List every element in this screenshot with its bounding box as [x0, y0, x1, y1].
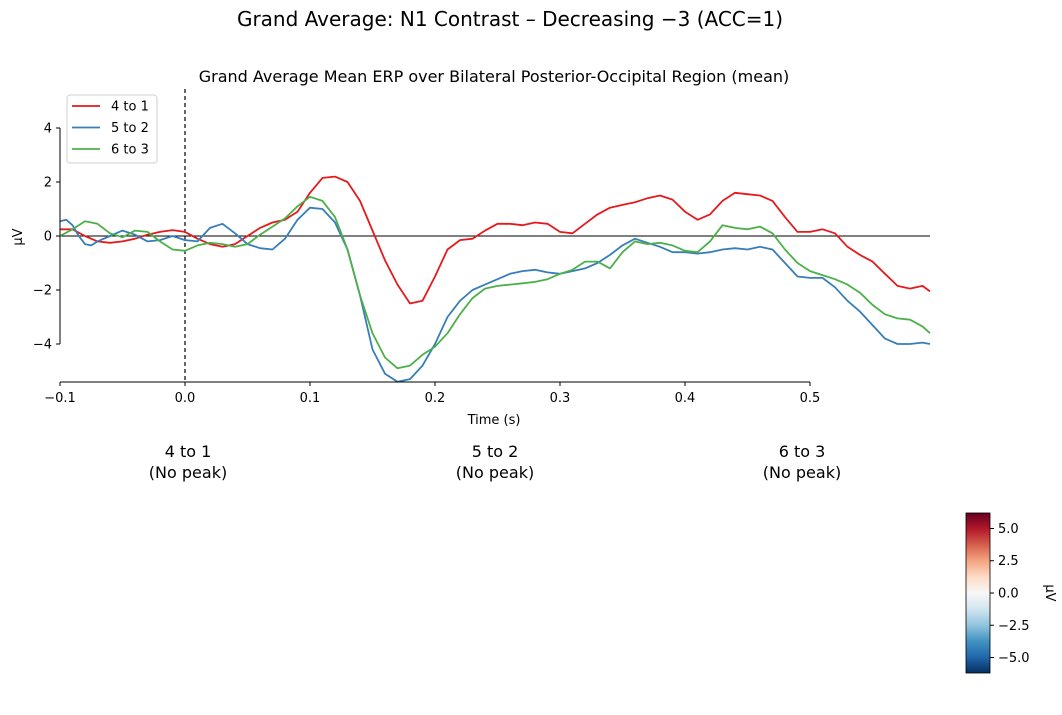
- figure-suptitle: Grand Average: N1 Contrast – Decreasing …: [237, 7, 783, 31]
- y-tick-label: 4: [44, 122, 52, 137]
- axes-title: Grand Average Mean ERP over Bilateral Po…: [199, 67, 790, 86]
- x-axis: −0.1 0.0 0.1 0.2 0.3 0.4 0.5: [44, 381, 821, 406]
- y-axis-label: µV: [11, 228, 26, 245]
- x-tick-label: 0.3: [550, 391, 571, 406]
- legend-frame: [66, 94, 158, 164]
- colorbar-tick-label: 2.5: [998, 554, 1019, 569]
- y-tick-label: −4: [33, 338, 52, 353]
- x-tick-label: 0.5: [800, 391, 821, 406]
- legend-label-3: 6 to 3: [111, 143, 149, 158]
- y-tick-label: −2: [33, 284, 52, 299]
- y-tick-label: 2: [44, 176, 52, 191]
- x-tick-label: 0.0: [175, 391, 196, 406]
- colorbar-tick-label: 5.0: [998, 522, 1019, 537]
- series-line-1: [60, 175, 931, 305]
- series-line-2: [59, 206, 931, 383]
- y-tick-label: 0: [44, 230, 52, 245]
- colorbar-gradient: [965, 512, 991, 674]
- peak-labels: 4 to 1 (No peak) 5 to 2 (No peak) 6 to 3…: [149, 442, 841, 482]
- colorbar-tick-label: −2.5: [998, 619, 1030, 634]
- x-tick-label: 0.1: [300, 391, 321, 406]
- x-tick-label: −0.1: [44, 391, 76, 406]
- x-axis-label: Time (s): [467, 413, 521, 428]
- x-tick-label: 0.2: [425, 391, 446, 406]
- erp-plot-area: −0.1 0.0 0.1 0.2 0.3 0.4 0.5 −4 −2 0 2 4: [33, 89, 931, 406]
- colorbar-tick-label: 0.0: [998, 587, 1019, 602]
- legend-label-1: 4 to 1: [111, 100, 149, 115]
- peak-label-status-1: (No peak): [149, 463, 227, 482]
- colorbar: 5.0 2.5 0.0 −2.5 −5.0 µV: [965, 512, 1057, 674]
- peak-label-name-1: 4 to 1: [165, 442, 212, 461]
- peak-label-status-2: (No peak): [456, 463, 534, 482]
- peak-label-name-3: 6 to 3: [779, 442, 826, 461]
- peak-label-status-3: (No peak): [763, 463, 841, 482]
- colorbar-label: µV: [1042, 584, 1057, 601]
- x-tick-label: 0.4: [675, 391, 696, 406]
- legend-label-2: 5 to 2: [111, 121, 149, 136]
- series-line-3: [59, 195, 931, 370]
- y-axis: −4 −2 0 2 4: [33, 122, 61, 353]
- peak-label-name-2: 5 to 2: [472, 442, 519, 461]
- colorbar-tick-label: −5.0: [998, 651, 1030, 666]
- legend: 4 to 1 5 to 2 6 to 3: [66, 94, 158, 164]
